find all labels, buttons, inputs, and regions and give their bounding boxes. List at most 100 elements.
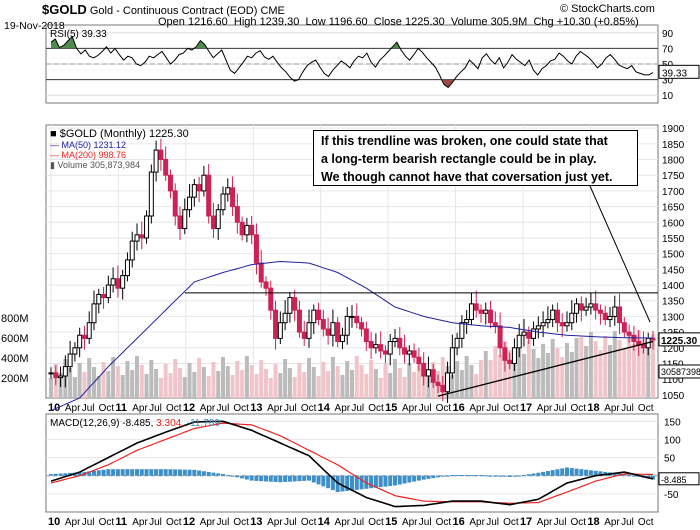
candle-body	[282, 312, 288, 324]
macd-histogram-bar	[340, 475, 345, 492]
x-tick-label: Oct	[301, 517, 317, 528]
macd-histogram-bar	[201, 471, 206, 476]
candle-body	[435, 381, 441, 386]
candle-body	[464, 319, 470, 324]
candle-body	[134, 234, 140, 242]
macd-histogram-bar	[115, 469, 120, 476]
candle-body	[612, 306, 618, 317]
macd-histogram-bar	[388, 475, 393, 487]
volume-bar	[617, 340, 622, 398]
volume-bar	[111, 357, 116, 398]
volume-bar	[378, 378, 383, 398]
volume-bar	[498, 355, 503, 398]
volume-bar	[545, 353, 550, 398]
candle-body	[440, 384, 446, 393]
volume-bar	[321, 362, 326, 398]
macd-histogram-bar	[627, 474, 632, 476]
macd-histogram-bar	[479, 475, 483, 477]
macd-histogram-bar	[316, 475, 321, 485]
macd-histogram-bar	[421, 475, 426, 480]
price-tick-label: 1600	[662, 218, 685, 229]
macd-histogram-bar	[49, 474, 53, 476]
rsi-value-tag	[658, 64, 700, 79]
volume-tick-label: 600M	[1, 333, 29, 345]
price-tick-label: 1800	[662, 156, 685, 167]
x-tick-label: Apr	[537, 517, 553, 528]
macd-histogram-bar	[350, 475, 354, 491]
rsi-tick-label: 10	[662, 91, 674, 102]
candle-body	[239, 221, 245, 236]
volume-bar	[555, 348, 560, 398]
candle-body	[325, 328, 331, 336]
macd-histogram-bar	[378, 475, 383, 488]
volume-bar	[168, 373, 173, 398]
candle-body	[148, 171, 154, 217]
candle-body	[72, 347, 78, 355]
macd-histogram-bar	[612, 472, 617, 476]
volume-bar	[182, 377, 187, 398]
candle-body	[86, 322, 92, 339]
x-tick-label: 15	[385, 402, 397, 414]
macd-histogram-bar	[240, 475, 245, 479]
x-tick-label: 11	[115, 402, 127, 414]
x-tick-label: Jul	[149, 403, 162, 414]
volume-bar	[522, 354, 526, 398]
x-tick-label: Oct	[233, 517, 249, 528]
x-tick-label: Jul	[554, 517, 567, 528]
macd-histogram-bar	[77, 472, 82, 476]
candle-body	[397, 337, 403, 349]
candle-body	[492, 322, 498, 327]
x-tick-label: Jul	[82, 517, 95, 528]
candle-body	[167, 174, 173, 192]
macd-histogram-bar	[307, 475, 311, 481]
candle-body	[631, 334, 637, 343]
candle-body	[191, 184, 197, 198]
candle-body	[621, 322, 627, 333]
x-tick-label: 14	[318, 402, 331, 414]
macd-line	[50, 420, 654, 508]
macd-histogram-bar	[531, 473, 536, 476]
x-tick-label: Oct	[368, 403, 384, 414]
volume-bar	[206, 376, 211, 398]
macd-histogram-bar	[163, 469, 168, 476]
candle-body	[449, 347, 455, 374]
candle-body	[172, 190, 178, 217]
volume-bar	[550, 339, 555, 398]
macd-histogram-bar	[402, 475, 407, 484]
candle-body	[249, 224, 255, 236]
macd-histogram-bar	[158, 469, 163, 476]
volume-bar	[469, 365, 474, 398]
macd-histogram-bar	[536, 472, 541, 476]
volume-bar	[383, 364, 388, 398]
candle-body	[201, 174, 207, 192]
candle-body	[569, 312, 575, 324]
candle-body	[583, 306, 589, 311]
candle-body	[139, 234, 145, 239]
volume-value: 305.9M	[490, 16, 528, 28]
macd-histogram-bar	[426, 475, 431, 479]
macd-tick-label: 50	[664, 454, 676, 465]
volume-bar	[354, 356, 359, 398]
candle-body	[129, 240, 135, 261]
volume-bar	[608, 345, 612, 398]
macd-histogram-bar	[474, 475, 479, 477]
volume-bar	[87, 358, 92, 398]
macd-histogram-bar	[412, 475, 417, 482]
volume-bar	[359, 365, 364, 398]
price-value-label: 1225.30	[661, 336, 698, 347]
candle-body	[411, 350, 417, 358]
macd-histogram-bar	[292, 475, 297, 482]
volume-bar	[455, 361, 460, 398]
watermark: © StockCharts.com	[560, 3, 655, 15]
macd-histogram-bar	[450, 475, 455, 477]
x-tick-label: Jul	[351, 403, 364, 414]
macd-value-label: -8.485	[661, 475, 687, 485]
candle-body	[244, 224, 250, 236]
x-tick-label: Jul	[284, 403, 297, 414]
candle-body	[392, 337, 398, 343]
candle-body	[196, 184, 202, 192]
candle-body	[516, 334, 522, 349]
macd-histogram-bar	[326, 475, 331, 489]
rsi-tick-label: 30	[662, 76, 674, 87]
macd-histogram-bar	[369, 475, 374, 489]
